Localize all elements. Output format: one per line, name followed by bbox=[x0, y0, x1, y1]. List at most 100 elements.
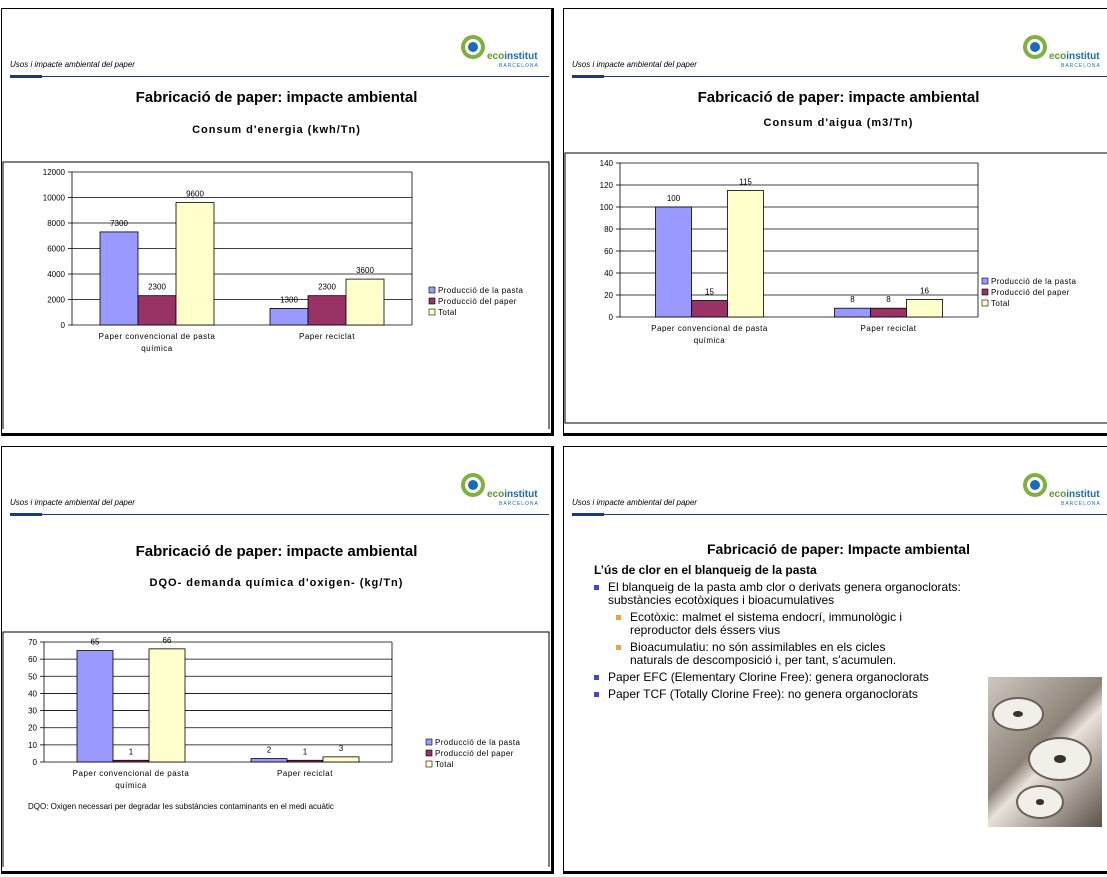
data-label: 9600 bbox=[186, 190, 204, 199]
legend-swatch bbox=[981, 288, 989, 296]
logo-name: ecoinstitut bbox=[487, 489, 538, 500]
y-tick-label: 120 bbox=[600, 181, 614, 190]
chart-frame bbox=[2, 161, 550, 429]
chart-title: Consum d'aigua (m3/Tn) bbox=[763, 117, 914, 129]
x-tick-label: química bbox=[115, 781, 147, 790]
y-tick-label: 60 bbox=[28, 655, 37, 664]
sub-bullet-item: Ecotòxic: malmet el sistema endocrí, imm… bbox=[594, 611, 930, 637]
bar bbox=[269, 308, 309, 326]
y-tick-label: 70 bbox=[28, 638, 37, 647]
slide-header: Usos i impacte ambiental del paper bbox=[10, 498, 135, 507]
header-rule bbox=[42, 514, 549, 515]
bar bbox=[175, 202, 215, 326]
header-accent-bar bbox=[10, 75, 42, 78]
y-tick-label: 2000 bbox=[47, 296, 65, 305]
slide-title: Fabricació de paper: impacte ambiental bbox=[135, 89, 418, 106]
y-tick-label: 10000 bbox=[43, 194, 66, 203]
energy-chart: 0 2000 4000 6000 8000 10000 12000 7300 2300 9600 P… bbox=[2, 161, 550, 429]
y-tick-label: 20 bbox=[604, 291, 613, 300]
logo-sub: BARCELONA bbox=[499, 63, 539, 69]
chart-title: DQO- demanda química d'oxigen- (kg/Tn) bbox=[149, 577, 404, 589]
y-tick-label: 6000 bbox=[47, 245, 65, 254]
data-label: 2 bbox=[267, 746, 272, 755]
dqo-chart: 0 10 20 30 40 50 60 70 65 1 66 Paper convencional d… bbox=[2, 631, 550, 867]
sub-bullet-square-icon bbox=[616, 615, 621, 620]
bar bbox=[906, 298, 943, 318]
bullet-square-icon bbox=[594, 692, 599, 697]
y-tick-label: 60 bbox=[604, 247, 613, 256]
logo-name: ecoinstitut bbox=[1049, 51, 1100, 62]
logo-sub: BARCELONA bbox=[1061, 63, 1101, 69]
slide-title: Fabricació de paper: impacte ambiental bbox=[135, 543, 418, 560]
ecoinstitut-logo: ecoinstitut BARCELONA bbox=[1009, 471, 1105, 511]
data-label: 7300 bbox=[110, 219, 128, 228]
x-tick-label: Paper reciclat bbox=[299, 332, 355, 341]
data-label: 1 bbox=[303, 747, 308, 756]
slide-energy: Usos i impacte ambiental del paper ecoin… bbox=[1, 8, 554, 436]
y-tick-label: 100 bbox=[600, 203, 614, 212]
x-tick-label: Paper reciclat bbox=[277, 769, 333, 778]
y-tick-label: 40 bbox=[604, 269, 613, 278]
bar bbox=[112, 759, 150, 763]
slide-header: Usos i impacte ambiental del paper bbox=[572, 498, 697, 507]
slide-chlorine: Usos i impacte ambiental del paper ecoin… bbox=[563, 446, 1107, 874]
data-label: 65 bbox=[91, 638, 100, 647]
logo-name: ecoinstitut bbox=[487, 51, 538, 62]
y-tick-label: 0 bbox=[609, 313, 614, 322]
slide-header: Usos i impacte ambiental del paper bbox=[10, 60, 135, 69]
y-tick-label: 20 bbox=[28, 724, 37, 733]
legend-label: Producció del paper bbox=[991, 288, 1070, 297]
legend-swatch bbox=[428, 297, 436, 305]
data-label: 100 bbox=[667, 194, 681, 203]
ecoinstitut-logo: ecoinstitut BARCELONA bbox=[447, 471, 543, 511]
data-label: 16 bbox=[920, 286, 929, 295]
header-accent-bar bbox=[572, 75, 604, 78]
data-label: 1 bbox=[129, 747, 134, 756]
legend-swatch bbox=[425, 749, 433, 757]
legend-label: Producció de la pasta bbox=[991, 277, 1076, 286]
bar bbox=[76, 650, 114, 763]
slide-dqo: Usos i impacte ambiental del paper ecoin… bbox=[1, 446, 554, 874]
chart-frame bbox=[2, 631, 550, 867]
paper-rolls-photo-icon bbox=[988, 677, 1102, 827]
logo-e-icon bbox=[1023, 473, 1047, 497]
header-rule bbox=[604, 514, 1107, 515]
slide-header: Usos i impacte ambiental del paper bbox=[572, 60, 697, 69]
bar bbox=[307, 295, 347, 326]
bar bbox=[870, 307, 907, 318]
bar bbox=[99, 231, 139, 326]
data-label: 2300 bbox=[318, 283, 336, 292]
bar bbox=[655, 206, 692, 318]
bar bbox=[137, 295, 177, 326]
bar bbox=[286, 759, 324, 763]
legend-swatch bbox=[425, 760, 433, 768]
footnote: DQO: Oxigen necessari per degradar les s… bbox=[28, 802, 334, 811]
slide-title: Fabricació de paper: impacte ambiental bbox=[697, 89, 980, 106]
y-tick-label: 140 bbox=[600, 159, 614, 168]
y-tick-label: 30 bbox=[28, 707, 37, 716]
logo-name: ecoinstitut bbox=[1049, 489, 1100, 500]
legend-swatch bbox=[981, 299, 989, 307]
bar bbox=[148, 648, 186, 763]
y-tick-label: 50 bbox=[28, 672, 37, 681]
ecoinstitut-logo: ecoinstitut BARCELONA bbox=[447, 33, 543, 73]
data-label: 1300 bbox=[280, 295, 298, 304]
legend-label: Producció de la pasta bbox=[435, 738, 520, 747]
bullet-square-icon bbox=[594, 675, 599, 680]
logo-sub: BARCELONA bbox=[1061, 501, 1101, 507]
x-tick-label: Paper convencional de pasta bbox=[73, 769, 190, 778]
y-tick-label: 8000 bbox=[47, 219, 65, 228]
bar bbox=[727, 190, 764, 318]
bar bbox=[834, 307, 871, 318]
logo-e-icon bbox=[1023, 35, 1047, 59]
legend-label: Producció del paper bbox=[435, 749, 514, 758]
bullet-square-icon bbox=[594, 585, 599, 590]
header-accent-bar bbox=[10, 513, 42, 516]
bullet-list: L’ús de clor en el blanqueig de la pasta… bbox=[594, 563, 1014, 705]
logo-e-icon bbox=[461, 473, 485, 497]
bar bbox=[691, 300, 728, 318]
x-tick-label: Paper convencional de pasta bbox=[99, 332, 216, 341]
data-label: 66 bbox=[163, 636, 172, 645]
data-label: 8 bbox=[886, 295, 891, 304]
bar bbox=[322, 756, 360, 763]
